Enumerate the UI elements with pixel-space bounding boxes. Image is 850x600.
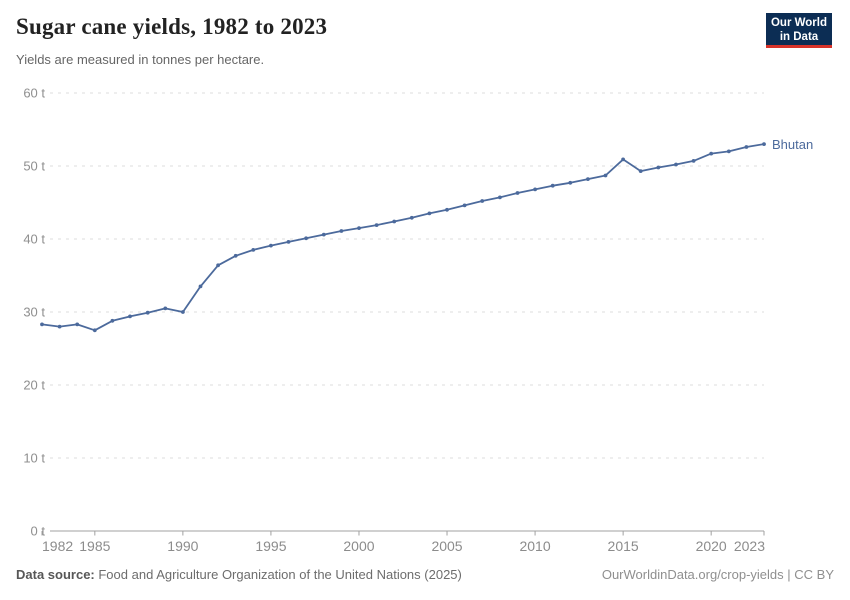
x-axis-tick-label: 1985 (79, 538, 110, 554)
data-point (40, 322, 44, 327)
data-point (392, 219, 397, 224)
data-point (709, 151, 714, 156)
data-point (181, 310, 185, 314)
data-source-text: Food and Agriculture Organization of the… (94, 567, 462, 582)
x-axis-tick-label: 2015 (608, 538, 639, 554)
data-point (568, 180, 573, 185)
data-point (145, 310, 150, 315)
data-point (762, 142, 766, 147)
data-point (550, 183, 555, 188)
data-point (427, 211, 432, 216)
data-point (691, 159, 696, 163)
x-axis-tick-label: 2005 (431, 538, 462, 554)
data-point (128, 314, 132, 319)
y-axis-tick-label: 10 t (23, 451, 45, 466)
data-point (233, 253, 238, 258)
data-point (57, 324, 62, 329)
data-point (110, 318, 115, 323)
credit-link[interactable]: OurWorldinData.org/crop-yields | CC BY (601, 567, 834, 582)
chart-title: Sugar cane yields, 1982 to 2023 (16, 14, 328, 39)
data-point (726, 149, 731, 154)
owid-logo-line1: Our World (770, 17, 827, 29)
data-point (304, 236, 308, 241)
data-point (286, 240, 291, 244)
data-point (586, 177, 590, 182)
data-point (638, 169, 643, 174)
data-point (216, 263, 221, 268)
x-axis-tick-label: 1995 (255, 538, 286, 554)
data-point (357, 226, 361, 231)
data-point (163, 306, 168, 311)
y-axis-tick-label: 60 t (23, 86, 45, 101)
data-point (533, 187, 537, 192)
data-point (515, 191, 520, 195)
x-axis-tick-label: 1990 (167, 538, 198, 554)
data-point (92, 328, 97, 333)
x-axis-tick-label: 2000 (343, 538, 374, 554)
data-point (603, 173, 608, 178)
y-axis-tick-label: 30 t (23, 305, 45, 320)
data-point (621, 157, 625, 162)
x-axis-tick-label: 1982 (42, 538, 73, 554)
chart-footer: Data source: Food and Agriculture Organi… (16, 567, 834, 582)
data-point (656, 165, 661, 170)
data-point (198, 284, 203, 289)
data-source: Data source: Food and Agriculture Organi… (16, 567, 462, 582)
y-axis-tick-label: 20 t (23, 378, 45, 393)
data-point (321, 232, 326, 237)
data-source-label: Data source: (16, 567, 95, 582)
data-point (374, 223, 379, 228)
data-point (674, 162, 678, 167)
data-point (744, 145, 749, 149)
y-axis-tick-label: 50 t (23, 159, 45, 174)
data-point (339, 229, 344, 233)
y-axis-tick-label: 40 t (23, 232, 45, 247)
data-point (75, 322, 80, 327)
owid-logo-line2: in Data (779, 31, 819, 43)
data-point (480, 199, 485, 203)
data-point (269, 243, 273, 248)
y-axis-tick-label: 0 t (31, 524, 46, 539)
data-point (462, 203, 467, 208)
data-line-bhutan (41, 143, 765, 332)
data-point (409, 215, 414, 220)
data-point (498, 195, 502, 200)
chart-subtitle: Yields are measured in tonnes per hectar… (16, 52, 265, 67)
x-axis-tick-label: 2023 (734, 538, 765, 554)
owid-logo[interactable]: Our World in Data (766, 13, 832, 48)
x-axis-tick-label: 2020 (696, 538, 727, 554)
data-point (445, 207, 449, 212)
x-axis-tick-label: 2010 (519, 538, 550, 554)
series-label-bhutan[interactable]: Bhutan (772, 137, 814, 153)
data-point (251, 248, 256, 252)
